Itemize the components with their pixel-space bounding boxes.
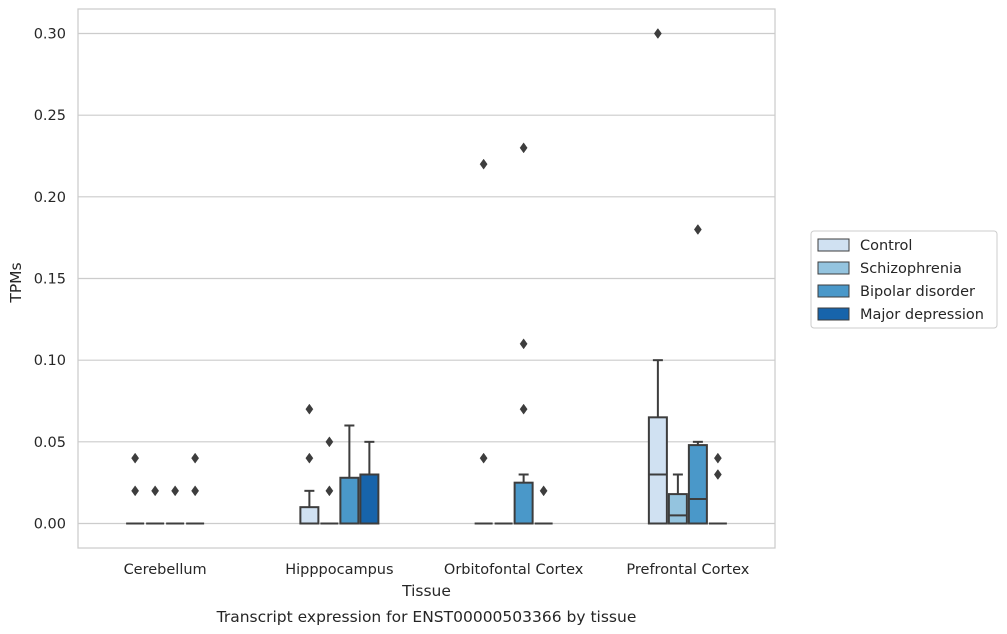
box-body: [667, 493, 688, 525]
series-bipolar-disorder: [166, 142, 708, 525]
outlier-point: [305, 452, 314, 464]
legend-frame: [810, 230, 998, 329]
box: [513, 142, 534, 525]
outlier-point: [693, 224, 702, 235]
outlier-point: [539, 485, 548, 497]
y-tick-label: 0.15: [34, 272, 66, 288]
outlier-point: [131, 485, 140, 497]
series-schizophrenia: [146, 436, 688, 525]
y-tick-label: 0.30: [34, 27, 66, 43]
box-body: [359, 473, 380, 525]
box: [667, 473, 688, 525]
box: [474, 158, 493, 525]
box-body: [513, 481, 534, 525]
box-body: [339, 476, 360, 525]
x-tick-label: Prefrontal Cortex: [626, 562, 749, 578]
legend-swatch: [817, 238, 850, 252]
box-series: [126, 28, 727, 525]
gridlines: [78, 32, 775, 525]
x-axis-label: Tissue: [401, 582, 451, 600]
outlier-point: [305, 403, 314, 415]
series-control: [126, 28, 668, 525]
outlier-point: [171, 485, 180, 497]
box-body: [299, 506, 320, 525]
outlier-point: [479, 452, 488, 464]
legend: Control Schizophrenia Bipolar disorder Majo…: [810, 230, 998, 329]
box: [359, 440, 380, 525]
outlier-point: [519, 338, 528, 350]
series-major-depression: [186, 440, 727, 525]
box: [647, 28, 668, 525]
legend-item: Major depression: [817, 307, 984, 323]
y-axis-label: TPMs: [7, 262, 25, 303]
box: [186, 452, 205, 525]
outlier-point: [519, 403, 528, 415]
outlier-point: [151, 485, 160, 497]
box: [146, 485, 165, 525]
box: [708, 452, 727, 525]
box: [126, 452, 145, 525]
outlier-point: [479, 158, 488, 170]
outlier-point: [325, 436, 334, 448]
outlier-point: [325, 485, 334, 497]
legend-item: Schizophrenia: [817, 261, 962, 277]
legend-label: Schizophrenia: [860, 261, 962, 277]
outlier-point: [713, 452, 722, 464]
legend-label: Bipolar disorder: [860, 284, 975, 300]
y-tick-label: 0.10: [34, 353, 66, 369]
outlier-point: [653, 28, 662, 39]
legend-items: Control Schizophrenia Bipolar disorder Majo…: [817, 238, 984, 323]
box: [166, 485, 185, 525]
y-tick-labels: 0.00 0.05 0.10 0.15 0.20 0.25 0.30: [34, 27, 66, 533]
box: [320, 436, 339, 525]
box-body: [647, 416, 668, 525]
chart-caption: Transcript expression for ENST0000050336…: [216, 608, 637, 626]
outlier-point: [191, 452, 200, 464]
legend-item: Bipolar disorder: [817, 284, 975, 300]
box: [339, 424, 360, 525]
legend-label: Control: [860, 238, 912, 254]
y-tick-label: 0.20: [34, 190, 66, 206]
legend-swatch: [817, 307, 850, 321]
y-tick-label: 0.05: [34, 435, 66, 451]
y-tick-label: 0.00: [34, 517, 66, 533]
legend-swatch: [817, 284, 850, 298]
x-tick-label: Hipppocampus: [285, 562, 393, 578]
legend-label: Major depression: [860, 307, 984, 323]
box: [534, 485, 553, 525]
outlier-point: [519, 142, 528, 154]
y-tick-label: 0.25: [34, 108, 66, 124]
plot-frame: [77, 8, 776, 549]
outlier-point: [713, 469, 722, 480]
box: [299, 403, 320, 525]
legend-swatch: [817, 261, 850, 275]
box: [687, 224, 708, 525]
x-tick-labels: Cerebellum Hipppocampus Orbitofontal Corte…: [124, 562, 750, 578]
x-tick-label: Cerebellum: [124, 562, 207, 578]
x-tick-label: Orbitofontal Cortex: [444, 562, 584, 578]
legend-item: Control: [817, 238, 912, 254]
outlier-point: [191, 485, 200, 497]
outlier-point: [131, 452, 140, 464]
box-body: [687, 444, 708, 525]
